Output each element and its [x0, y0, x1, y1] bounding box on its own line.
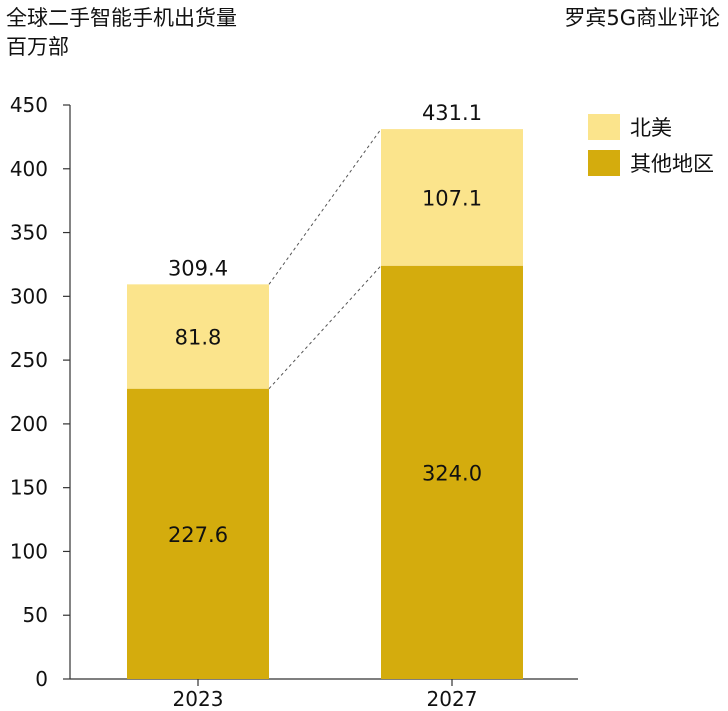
- y-tick-label: 100: [10, 539, 48, 563]
- y-tick-label: 450: [10, 93, 48, 117]
- y-tick-label: 50: [23, 603, 48, 627]
- connector-other-regions: [268, 265, 382, 390]
- y-tick-label: 200: [10, 412, 48, 436]
- total-label-2023: 309.4: [168, 256, 228, 280]
- data-label-other-regions-2023: 227.6: [168, 523, 228, 547]
- y-tick-label: 350: [10, 221, 48, 245]
- y-tick-label: 0: [35, 667, 48, 691]
- y-tick-label: 400: [10, 157, 48, 181]
- connector-total: [268, 128, 382, 285]
- legend-north-america-swatch: [588, 114, 620, 140]
- data-label-north-america-2027: 107.1: [422, 186, 482, 210]
- data-label-other-regions-2027: 324.0: [422, 461, 482, 485]
- source-label: 罗宾5G商业评论: [564, 6, 720, 30]
- y-unit-label: 百万部: [6, 35, 69, 59]
- y-tick-label: 300: [10, 284, 48, 308]
- bar-north-america-2023: [127, 284, 269, 389]
- legend-other-regions-label: 其他地区: [630, 152, 714, 176]
- bar-north-america-2027: [381, 129, 523, 266]
- x-tick-label: 2023: [173, 687, 224, 711]
- total-label-2027: 431.1: [422, 101, 482, 125]
- data-label-north-america-2023: 81.8: [175, 326, 222, 350]
- x-tick-label: 2027: [427, 687, 478, 711]
- bar-other-regions-2023: [127, 388, 269, 679]
- y-tick-label: 150: [10, 476, 48, 500]
- legend-north-america-label: 北美: [630, 116, 672, 140]
- y-tick-label: 250: [10, 348, 48, 372]
- chart-title: 全球二手智能手机出货量: [6, 6, 237, 30]
- legend-other-regions-swatch: [588, 150, 620, 176]
- bar-other-regions-2027: [381, 265, 523, 679]
